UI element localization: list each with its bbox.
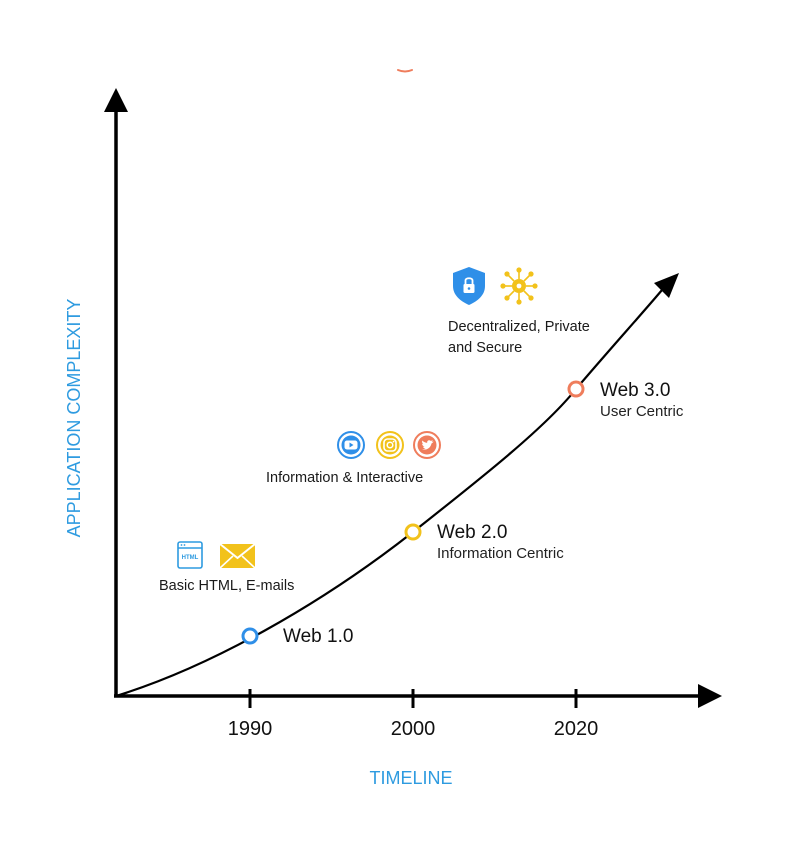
youtube-icon (337, 431, 365, 459)
web2-title: Web 2.0 (437, 522, 507, 543)
web2-marker (404, 523, 422, 541)
tick-label-2020: 2020 (554, 718, 599, 740)
curve-arrowhead (654, 273, 679, 298)
web1-feature-caption: Basic HTML, E-mails (159, 578, 294, 594)
web3-feature-caption-line1: Decentralized, Private (448, 319, 590, 335)
html-icon-text: HTML (182, 555, 199, 561)
envelope-icon (219, 543, 256, 569)
web2-feature-group: Information & Interactive (266, 431, 441, 486)
x-axis-title: TIMELINE (369, 768, 452, 788)
axes: 1990 2000 2020 TIMELINE APPLICATION COMP… (64, 88, 722, 788)
web1-marker (241, 627, 259, 645)
web3-subtitle: User Centric (600, 403, 684, 420)
web2-feature-caption: Information & Interactive (266, 470, 423, 486)
y-axis-title: APPLICATION COMPLEXITY (64, 299, 84, 538)
web3-feature-caption-line2: and Secure (448, 340, 522, 356)
y-axis-arrow (104, 88, 128, 112)
shield-lock-icon (453, 267, 485, 305)
web3-marker (567, 380, 585, 398)
tick-label-2000: 2000 (391, 718, 436, 740)
tick-label-1990: 1990 (228, 718, 273, 740)
web1-title: Web 1.0 (283, 626, 353, 647)
instagram-icon (376, 431, 404, 459)
web2-subtitle: Information Centric (437, 545, 564, 562)
decorative-mark (397, 69, 413, 73)
html-page-icon: HTML (177, 541, 203, 569)
twitter-icon (413, 431, 441, 459)
web3-title: Web 3.0 (600, 380, 670, 401)
x-axis-arrow (698, 684, 722, 708)
web3-feature-group: Decentralized, Private and Secure (448, 267, 590, 356)
web1-feature-group: HTML Basic HTML, E-mails (159, 541, 294, 594)
growth-curve (115, 289, 663, 698)
network-node-icon (500, 267, 538, 305)
